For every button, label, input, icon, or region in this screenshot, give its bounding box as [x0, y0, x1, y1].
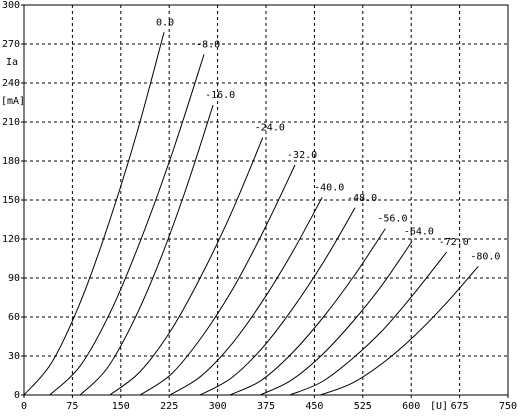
y-tick-label: 300	[2, 0, 20, 11]
y-tick-label: 180	[2, 156, 20, 167]
curve	[289, 251, 448, 396]
curve-label: -8.0	[196, 39, 220, 50]
y-tick-label: 210	[2, 117, 20, 128]
curve-label: -32.0	[287, 150, 317, 161]
curve-label: -56.0	[377, 214, 407, 225]
y-tick-label: 60	[8, 312, 20, 323]
x-tick-label: 600	[402, 401, 420, 412]
y-tick-label: 0	[14, 390, 20, 401]
curve-label: -72.0	[439, 237, 469, 248]
x-tick-label: 0	[21, 401, 27, 412]
x-tick-label: 525	[354, 401, 372, 412]
curve-label: -64.0	[404, 227, 434, 238]
curve	[79, 104, 214, 396]
curve-label: 0.0	[156, 17, 174, 28]
y-axis-label: Ia	[6, 57, 18, 68]
curve	[139, 164, 296, 396]
curve-label: -16.0	[205, 90, 235, 101]
curve-label: -40.0	[314, 182, 344, 193]
curve	[49, 54, 205, 396]
curve	[23, 32, 165, 396]
curve	[259, 241, 413, 396]
curve	[199, 207, 356, 396]
curve-label: -80.0	[470, 251, 500, 262]
x-tick-label: 225	[160, 401, 178, 412]
curve	[229, 228, 386, 396]
y-tick-label: 270	[2, 39, 20, 50]
y-tick-label: 120	[2, 234, 20, 245]
curve-label: -24.0	[255, 123, 285, 134]
y-axis-unit: [mA]	[1, 96, 25, 107]
curve-label: -48.0	[347, 193, 377, 204]
x-tick-label: 375	[257, 401, 275, 412]
y-tick-label: 150	[2, 195, 20, 206]
x-tick-label: 450	[305, 401, 323, 412]
y-tick-label: 90	[8, 273, 20, 284]
x-tick-label: 300	[209, 401, 227, 412]
x-tick-label: 150	[112, 401, 130, 412]
y-tick-label: 240	[2, 78, 20, 89]
x-tick-label: 750	[499, 401, 517, 412]
y-tick-label: 30	[8, 351, 20, 362]
x-tick-label: 675	[451, 401, 469, 412]
curve	[320, 265, 479, 396]
curve	[109, 137, 264, 396]
curve	[169, 197, 323, 396]
x-tick-label: 75	[66, 401, 78, 412]
x-axis-unit: [U]	[430, 401, 448, 412]
